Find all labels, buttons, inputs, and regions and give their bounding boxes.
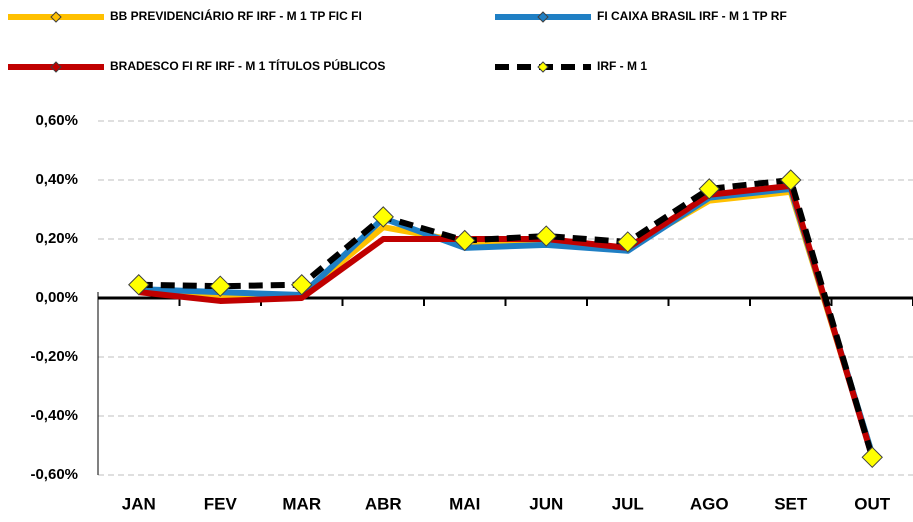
series-line	[138, 185, 876, 456]
legend-label: BRADESCO FI RF IRF - M 1 TÍTULOS PÚBLICO…	[110, 58, 385, 73]
x-tick-label: MAR	[282, 494, 321, 513]
marker	[209, 275, 231, 297]
y-tick-label: -0,20%	[30, 348, 78, 365]
series-line	[138, 188, 876, 456]
y-tick-label: 0,40%	[35, 171, 78, 188]
x-tick-label: SET	[774, 494, 808, 513]
legend-marker	[50, 61, 62, 73]
marker	[128, 274, 150, 296]
marker	[535, 225, 557, 247]
y-tick-label: -0,60%	[30, 466, 78, 483]
x-tick-label: FEV	[204, 494, 238, 513]
series-line	[138, 182, 876, 459]
x-tick-label: AGO	[690, 494, 729, 513]
legend-marker	[537, 11, 549, 23]
marker	[454, 229, 476, 252]
x-tick-label: JAN	[122, 494, 156, 513]
marker	[617, 231, 639, 253]
x-tick-label: JUN	[529, 494, 563, 513]
marker	[291, 274, 313, 296]
legend-label: BB PREVIDENCIÁRIO RF IRF - M 1 TP FIC FI	[110, 8, 362, 23]
marker	[780, 169, 802, 191]
legend-marker	[50, 11, 62, 23]
marker	[372, 206, 394, 228]
x-tick-label: OUT	[854, 494, 891, 513]
y-tick-label: 0,60%	[35, 112, 78, 129]
legend-label: IRF - M 1	[597, 59, 647, 73]
marker	[698, 178, 720, 200]
series-line	[138, 177, 876, 459]
x-tick-label: JUL	[612, 494, 644, 513]
marker	[861, 446, 883, 469]
y-tick-label: 0,00%	[35, 289, 78, 306]
y-tick-label: -0,40%	[30, 407, 78, 424]
x-tick-label: MAI	[449, 494, 480, 513]
x-tick-label: ABR	[365, 494, 402, 513]
legend-marker	[537, 61, 549, 73]
y-tick-label: 0,20%	[35, 230, 78, 247]
legend-label: FI CAIXA BRASIL IRF - M 1 TP RF	[597, 9, 787, 23]
